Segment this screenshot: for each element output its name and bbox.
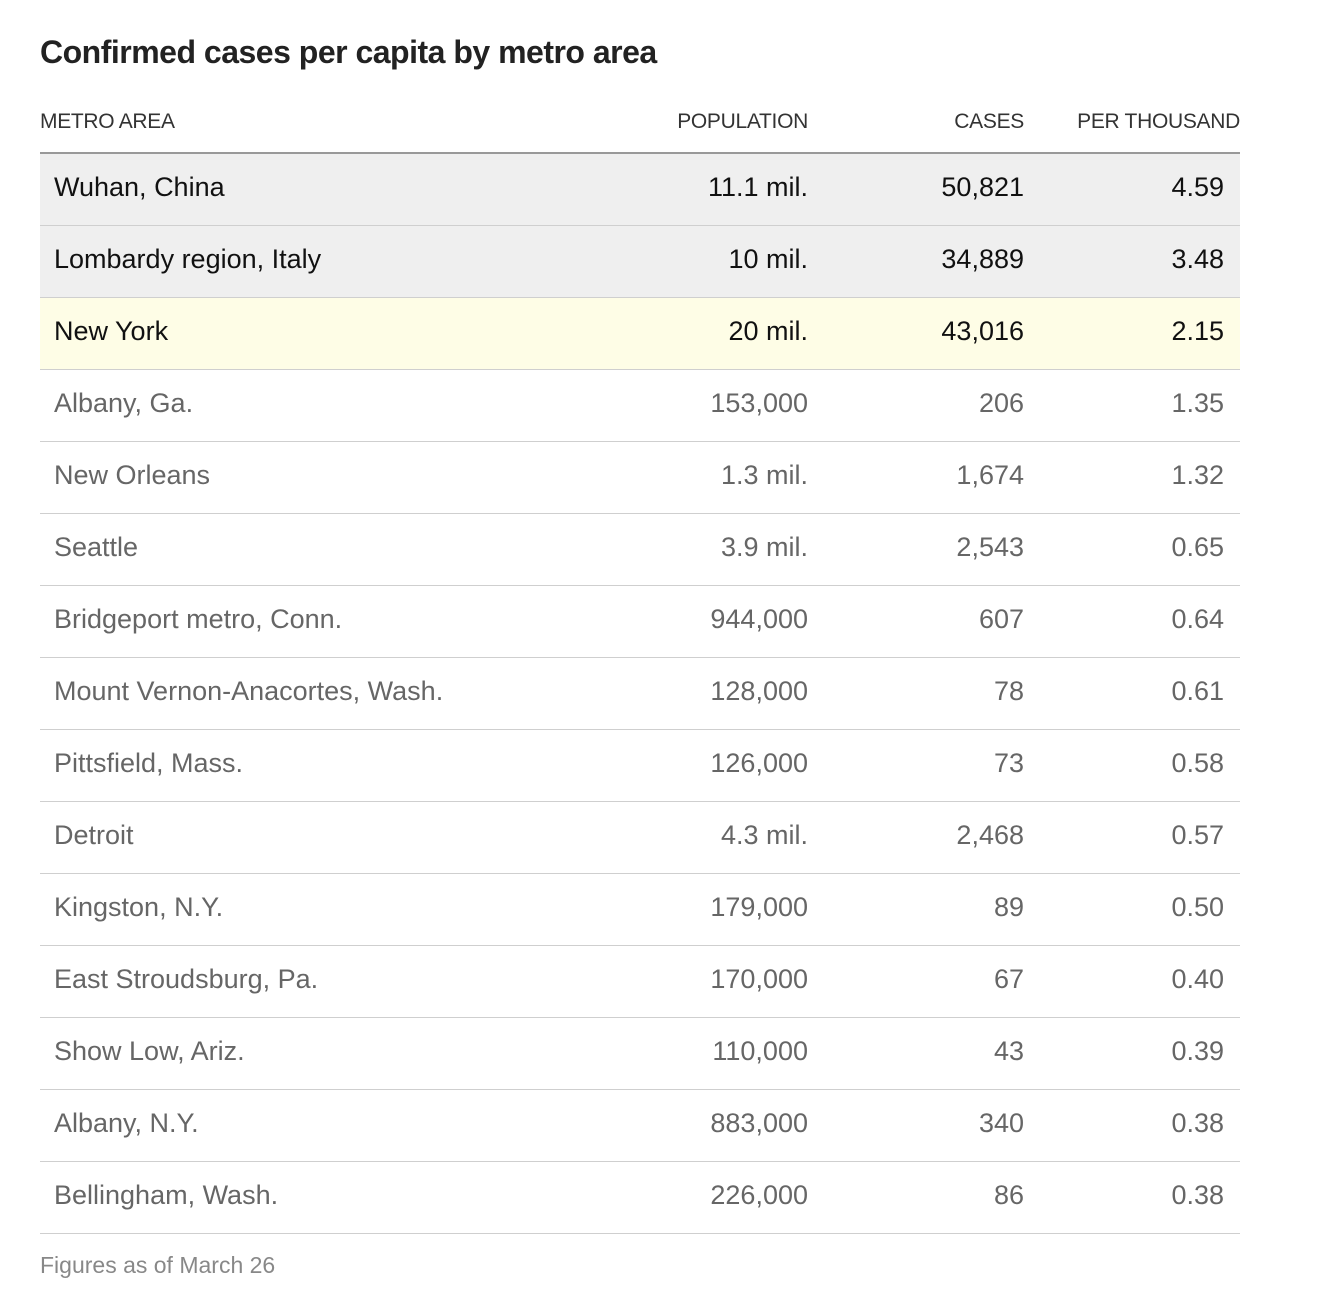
cell-cases: 73 [993,748,1024,778]
cell-cases: 78 [993,676,1024,706]
header-cases: CASES [954,110,1024,133]
table-body: Wuhan, China 11.1 mil. 50,821 4.59 Lombardy … [40,154,1240,1234]
cell-metro-area: Mount Vernon-Anacortes, Wash. [54,676,444,706]
cell-per-thousand: 0.57 [1171,820,1224,850]
cell-cases: 86 [993,1180,1024,1210]
cell-population: 20 mil. [728,316,808,346]
cell-population: 226,000 [710,1180,808,1210]
cell-population: 883,000 [710,1108,808,1138]
cell-per-thousand: 0.50 [1171,892,1224,922]
header-population: POPULATION [677,110,808,133]
cell-cases: 2,543 [956,532,1024,562]
footnote: Figures as of March 26 [40,1252,276,1278]
cell-metro-area: Lombardy region, Italy [54,244,322,274]
cell-metro-area: New York [54,316,169,346]
table-row: Mount Vernon-Anacortes, Wash. 128,000 78 0.… [40,658,1240,730]
cell-population: 10 mil. [728,244,808,274]
header-per-thousand: PER THOUSAND [1077,110,1240,133]
cell-cases: 206 [978,388,1024,418]
cell-cases: 340 [978,1108,1024,1138]
cell-per-thousand: 0.39 [1171,1036,1224,1066]
cell-population: 1.3 mil. [720,460,808,490]
cell-per-thousand: 0.38 [1171,1180,1224,1210]
table-row: East Stroudsburg, Pa. 170,000 67 0.40 [40,946,1240,1018]
cell-population: 110,000 [712,1036,808,1066]
cell-per-thousand: 0.38 [1171,1108,1224,1138]
table-row: Show Low, Ariz. 110,000 43 0.39 [40,1018,1240,1090]
table-header: METRO AREA POPULATION CASES PER THOUSAND [40,110,1240,154]
cell-metro-area: Albany, N.Y. [54,1108,199,1138]
cell-population: 126,000 [710,748,808,778]
header-metro-area: METRO AREA [40,110,175,133]
cell-population: 4.3 mil. [720,820,808,850]
cell-per-thousand: 3.48 [1171,244,1224,274]
cell-per-thousand: 0.61 [1171,676,1224,706]
cell-population: 944,000 [710,604,808,634]
table-row: Bellingham, Wash. 226,000 86 0.38 [40,1162,1240,1234]
cell-population: 179,000 [710,892,808,922]
cell-metro-area: Bridgeport metro, Conn. [54,604,343,634]
table-row: Lombardy region, Italy 10 mil. 34,889 3.48 [40,226,1240,298]
cell-cases: 43 [993,1036,1024,1066]
cell-cases: 43,016 [941,316,1024,346]
cell-cases: 607 [978,604,1024,634]
cell-population: 170,000 [710,964,808,994]
cell-metro-area: Bellingham, Wash. [54,1180,279,1210]
cell-population: 128,000 [710,676,808,706]
table-row: Kingston, N.Y. 179,000 89 0.50 [40,874,1240,946]
cell-metro-area: East Stroudsburg, Pa. [54,964,319,994]
cell-per-thousand: 0.65 [1171,532,1224,562]
table-row: Seattle 3.9 mil. 2,543 0.65 [40,514,1240,586]
cell-metro-area: Detroit [54,820,134,850]
cell-cases: 1,674 [956,460,1024,490]
cell-population: 3.9 mil. [720,532,808,562]
cell-per-thousand: 0.58 [1171,748,1224,778]
cell-metro-area: Albany, Ga. [54,388,194,418]
cell-cases: 2,468 [956,820,1024,850]
table-row: Albany, Ga. 153,000 206 1.35 [40,370,1240,442]
table-row: New Orleans 1.3 mil. 1,674 1.32 [40,442,1240,514]
table-row: Wuhan, China 11.1 mil. 50,821 4.59 [40,154,1240,226]
cell-metro-area: New Orleans [54,460,211,490]
cell-metro-area: Kingston, N.Y. [54,892,224,922]
cell-per-thousand: 0.40 [1171,964,1224,994]
cell-population: 153,000 [710,388,808,418]
cell-cases: 34,889 [941,244,1024,274]
cell-per-thousand: 0.64 [1171,604,1224,634]
table-row: Detroit 4.3 mil. 2,468 0.57 [40,802,1240,874]
cell-per-thousand: 2.15 [1171,316,1224,346]
table-row: Albany, N.Y. 883,000 340 0.38 [40,1090,1240,1162]
cell-metro-area: Show Low, Ariz. [54,1036,245,1066]
table-row: Pittsfield, Mass. 126,000 73 0.58 [40,730,1240,802]
table-row: Bridgeport metro, Conn. 944,000 607 0.64 [40,586,1240,658]
cell-metro-area: Wuhan, China [54,172,225,202]
cell-population: 11.1 mil. [707,172,808,202]
cell-cases: 89 [993,892,1024,922]
cell-per-thousand: 1.35 [1171,388,1224,418]
cell-metro-area: Pittsfield, Mass. [54,748,244,778]
cell-per-thousand: 1.32 [1171,460,1224,490]
cell-per-thousand: 4.59 [1171,172,1224,202]
cell-metro-area: Seattle [54,532,139,562]
table-row: New York 20 mil. 43,016 2.15 [40,298,1240,370]
cell-cases: 50,821 [941,172,1024,202]
chart-title: Confirmed cases per capita by metro area [40,34,657,70]
cell-cases: 67 [993,964,1024,994]
